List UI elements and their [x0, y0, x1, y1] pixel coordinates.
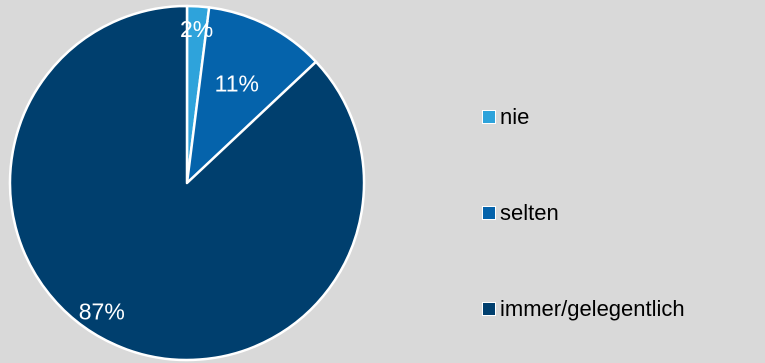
data-label: 2% — [180, 16, 213, 42]
legend-swatch — [482, 302, 496, 316]
legend: nie selten immer/gelegentlich — [482, 93, 762, 363]
legend-item-nie: nie — [482, 93, 762, 141]
pie-slice-selten — [185, 6, 318, 185]
legend-swatch — [482, 206, 496, 220]
legend-item-immer-gelegentlich: immer/gelegentlich — [482, 285, 762, 333]
legend-label: selten — [500, 200, 559, 225]
legend-label: immer/gelegentlich — [500, 296, 685, 321]
data-label: 11% — [215, 70, 259, 96]
pie-data-labels: 2% 11% 87% — [79, 16, 259, 324]
data-label: 87% — [79, 298, 125, 324]
legend-label: nie — [500, 104, 530, 129]
pie-slices — [8, 4, 366, 362]
pie-plot-area: 2% 11% 87% — [8, 4, 366, 362]
legend-item-selten: selten — [482, 189, 762, 237]
pie-slice-immer-gelegentlich — [8, 4, 366, 362]
legend-swatch — [482, 110, 496, 124]
